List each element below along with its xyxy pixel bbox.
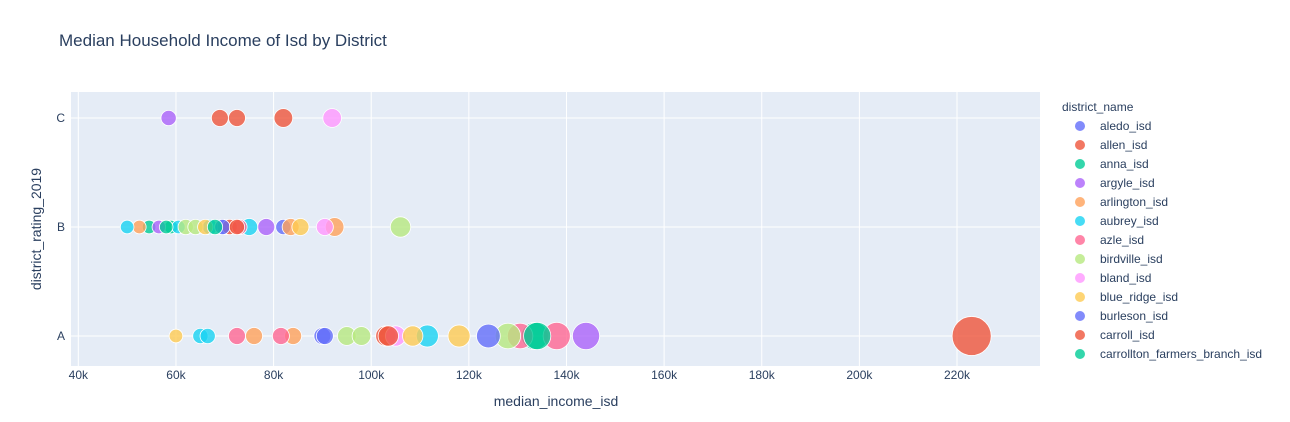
legend-item-bland_isd[interactable]: bland_isd <box>1075 271 1151 285</box>
legend-item-birdville_isd[interactable]: birdville_isd <box>1075 252 1163 266</box>
legend-label: arlington_isd <box>1100 195 1168 209</box>
x-tick-label: 60k <box>166 368 186 382</box>
data-point-arlington_isd[interactable] <box>245 327 263 345</box>
data-point-burleson_isd[interactable] <box>315 327 334 345</box>
data-point-carroll_isd[interactable] <box>228 218 246 236</box>
legend-item-aubrey_isd[interactable]: aubrey_isd <box>1075 214 1159 228</box>
legend-item-carroll_isd[interactable]: carroll_isd <box>1075 328 1155 342</box>
data-point-allen_isd[interactable] <box>228 109 246 127</box>
data-point-carrollton_farmers_branch_isd[interactable] <box>523 321 552 350</box>
legend-item-argyle_isd[interactable]: argyle_isd <box>1075 176 1155 190</box>
data-point-allen_isd[interactable] <box>273 108 294 128</box>
x-tick-label: 200k <box>846 368 873 382</box>
legend-label: allen_isd <box>1100 138 1147 152</box>
legend-item-anna_isd[interactable]: anna_isd <box>1075 157 1149 171</box>
x-tick-label: 140k <box>553 368 580 382</box>
legend-marker <box>1075 254 1085 264</box>
x-tick-label: 180k <box>749 368 776 382</box>
legend-marker <box>1075 197 1085 207</box>
y-tick-label: C <box>56 111 65 125</box>
data-point-allen_isd[interactable] <box>951 316 992 356</box>
data-point-allen_isd[interactable] <box>210 109 229 127</box>
data-point-birdville_isd[interactable] <box>389 216 412 238</box>
legend-label: blue_ridge_isd <box>1100 290 1178 304</box>
legend-label: argyle_isd <box>1100 176 1155 190</box>
legend-label: burleson_isd <box>1100 309 1168 323</box>
legend-marker <box>1075 216 1085 226</box>
x-tick-label: 120k <box>456 368 483 382</box>
legend-label: bland_isd <box>1100 271 1151 285</box>
data-points <box>119 108 992 356</box>
data-point-argyle_isd[interactable] <box>572 321 601 350</box>
data-point-carrollton_farmers_branch_isd[interactable] <box>158 219 174 235</box>
legend-label: birdville_isd <box>1100 252 1163 266</box>
data-point-argyle_isd[interactable] <box>257 218 276 236</box>
legend-marker <box>1075 140 1085 150</box>
legend-marker <box>1075 349 1085 359</box>
data-point-blue_ridge_isd[interactable] <box>291 218 310 236</box>
data-point-blue_ridge_isd[interactable] <box>447 324 471 348</box>
legend-label: carroll_isd <box>1100 328 1155 342</box>
legend-item-azle_isd[interactable]: azle_isd <box>1075 233 1144 247</box>
data-point-azle_isd[interactable] <box>228 327 246 345</box>
legend-marker <box>1075 311 1085 321</box>
data-point-carrollton_farmers_branch_isd[interactable] <box>206 218 224 236</box>
data-point-blue_ridge_isd[interactable] <box>402 325 424 347</box>
legend-marker <box>1075 273 1085 283</box>
y-tick-labels: A B C <box>56 111 65 343</box>
data-point-burleson_isd[interactable] <box>476 323 501 349</box>
x-tick-label: 40k <box>69 368 89 382</box>
legend-label: carrollton_farmers_branch_isd <box>1100 347 1262 361</box>
x-tick-label: 160k <box>651 368 678 382</box>
data-point-aubrey_isd[interactable] <box>119 219 135 235</box>
x-tick-label: 80k <box>264 368 284 382</box>
x-tick-label: 220k <box>944 368 971 382</box>
data-point-arlington_isd[interactable] <box>132 219 147 235</box>
data-point-argyle_isd[interactable] <box>160 109 177 127</box>
data-point-blue_ridge_isd[interactable] <box>168 328 184 344</box>
data-point-bland_isd[interactable] <box>315 218 334 236</box>
data-point-aubrey_isd[interactable] <box>199 327 216 345</box>
legend-label: anna_isd <box>1100 157 1149 171</box>
legend-item-blue_ridge_isd[interactable]: blue_ridge_isd <box>1075 290 1178 304</box>
legend-marker <box>1075 178 1085 188</box>
legend-label: aubrey_isd <box>1100 214 1159 228</box>
legend-marker <box>1075 292 1085 302</box>
legend[interactable]: district_name aledo_isd allen_isd anna_isd… <box>1062 100 1262 361</box>
x-axis-title: median_income_isd <box>494 393 619 409</box>
y-tick-label: B <box>57 220 65 234</box>
legend-item-carrollton_farmers_branch_isd[interactable]: carrollton_farmers_branch_isd <box>1075 347 1262 361</box>
x-tick-label: 100k <box>358 368 385 382</box>
y-tick-label: A <box>57 329 65 343</box>
legend-item-arlington_isd[interactable]: arlington_isd <box>1075 195 1168 209</box>
data-point-azle_isd[interactable] <box>272 327 290 345</box>
legend-title: district_name <box>1062 100 1134 114</box>
legend-item-allen_isd[interactable]: allen_isd <box>1075 138 1147 152</box>
legend-marker <box>1075 159 1085 169</box>
legend-label: aledo_isd <box>1100 119 1151 133</box>
legend-marker <box>1075 330 1085 340</box>
data-point-bland_isd[interactable] <box>322 108 342 128</box>
legend-label: azle_isd <box>1100 233 1144 247</box>
chart-title: Median Household Income of Isd by Distri… <box>59 31 387 50</box>
legend-item-burleson_isd[interactable]: burleson_isd <box>1075 309 1168 323</box>
data-point-birdville_isd[interactable] <box>351 326 372 346</box>
y-axis-title: district_rating_2019 <box>28 168 44 290</box>
x-tick-labels: 40k 60k 80k 100k 120k 140k 160k 180k 200k 220k <box>69 368 971 382</box>
legend-item-aledo_isd[interactable]: aledo_isd <box>1075 119 1151 133</box>
legend-marker <box>1075 121 1085 131</box>
legend-marker <box>1075 235 1085 245</box>
data-point-carroll_isd[interactable] <box>377 325 399 347</box>
